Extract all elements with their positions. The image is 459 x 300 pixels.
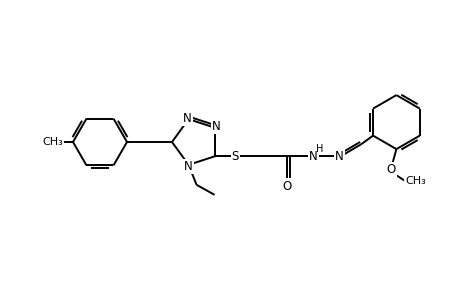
Text: S: S [231,150,239,163]
Text: H: H [315,144,322,154]
Text: O: O [386,163,395,176]
Text: O: O [282,180,291,193]
Text: N: N [183,112,191,125]
Text: N: N [334,150,343,163]
Text: N: N [212,120,220,134]
Text: N: N [308,150,317,163]
Text: N: N [184,160,192,173]
Text: CH₃: CH₃ [404,176,425,186]
Text: CH₃: CH₃ [43,137,63,147]
